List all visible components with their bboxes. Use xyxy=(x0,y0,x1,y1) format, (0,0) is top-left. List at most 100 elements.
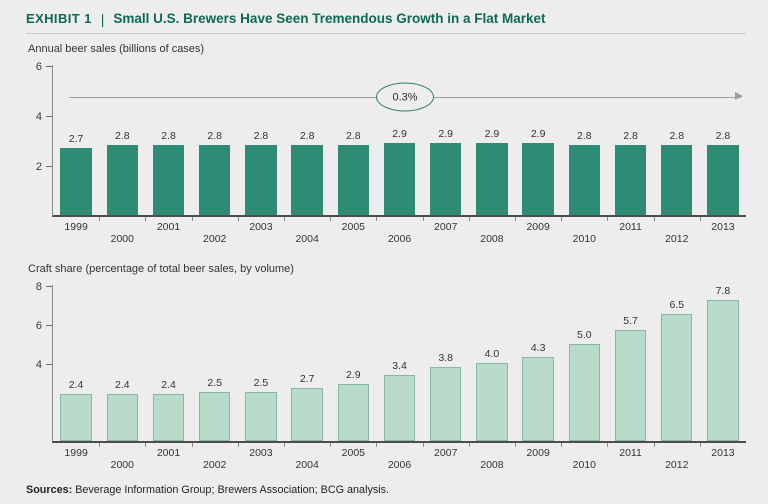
bar-column: 2.7 xyxy=(53,65,99,215)
x-tick-label: 2006 xyxy=(376,217,422,249)
bar xyxy=(199,145,231,215)
bar-value-label: 5.7 xyxy=(623,314,638,327)
bar xyxy=(337,384,370,441)
bar-column: 2.9 xyxy=(330,285,376,441)
bar xyxy=(568,145,601,215)
bar xyxy=(383,374,416,441)
x-tick-label: 1999 xyxy=(64,221,88,233)
bar xyxy=(430,142,462,215)
bar-value-label: 2.8 xyxy=(346,130,361,142)
bar xyxy=(337,145,370,215)
plot: 2 4 6 2.7 2.8 2.8 2.8 2.8 2.8 2.8 2.9 2.9 2.9 2.9 2.8… xyxy=(26,61,746,217)
bar xyxy=(152,145,185,215)
bar xyxy=(614,329,647,441)
y-tick-label: 2 xyxy=(35,161,42,173)
bar xyxy=(199,392,231,441)
trend-arrow: 0.3% xyxy=(69,82,743,112)
bar-column: 2.5 xyxy=(238,285,284,441)
y-tick-label: 8 xyxy=(35,281,42,293)
x-tick-label: 2009 xyxy=(515,443,561,475)
y-tick-mark xyxy=(46,364,52,365)
bar-column: 7.8 xyxy=(700,285,746,441)
bar-column: 2.8 xyxy=(238,65,284,215)
bar-value-label: 2.9 xyxy=(346,369,361,382)
x-axis-labels: 1999 2000 2001 2002 2003 2004 2005 2006 2007 2008… xyxy=(53,443,746,475)
annual-beer-sales-chart: Annual beer sales (billions of cases) 2 4… xyxy=(26,43,746,249)
x-tick-label: 2010 xyxy=(561,217,607,249)
x-tick-label: 2003 xyxy=(237,443,284,475)
bar-column: 2.8 xyxy=(284,65,330,215)
bar-column: 5.7 xyxy=(607,285,653,441)
bar-value-label: 2.7 xyxy=(299,373,315,386)
plot-area: 2.4 2.4 2.4 2.5 2.5 2.7 2.9 3.4 3.8 4.0 4.3 5.0 5.7 6… xyxy=(52,285,746,443)
plot-area: 2.7 2.8 2.8 2.8 2.8 2.8 2.8 2.9 2.9 2.9 2.9 2.8 2.8 2… xyxy=(52,65,746,217)
bar-column: 2.8 xyxy=(654,65,700,215)
y-tick-mark xyxy=(46,325,52,326)
bar-column: 4.3 xyxy=(515,285,561,441)
x-tick-label: 2012 xyxy=(653,217,700,249)
bar xyxy=(245,145,277,215)
x-tick-label: 2002 xyxy=(191,217,238,249)
growth-rate-annotation: 0.3% xyxy=(376,82,434,112)
bar xyxy=(245,392,277,441)
bar-value-label: 2.8 xyxy=(669,130,685,142)
bar-value-label: 7.8 xyxy=(715,285,731,297)
bar-value-label: 2.8 xyxy=(253,130,269,142)
bar-value-label: 2.9 xyxy=(392,127,407,140)
y-tick-mark xyxy=(46,286,52,287)
bar-value-label: 2.5 xyxy=(253,377,269,390)
exhibit-header: EXHIBIT 1 | Small U.S. Brewers Have Seen… xyxy=(26,10,746,34)
bar-value-label: 4.3 xyxy=(530,342,546,355)
bar-value-label: 2.8 xyxy=(115,130,130,142)
x-tick-label: 2013 xyxy=(699,217,746,249)
bar xyxy=(60,147,92,215)
bar-column: 3.4 xyxy=(376,285,422,441)
bar-column: 2.8 xyxy=(99,65,145,215)
x-tick-label: 2000 xyxy=(99,443,145,475)
x-tick-label: 2000 xyxy=(99,217,145,249)
x-tick-label: 2008 xyxy=(468,443,515,475)
bar-column: 2.8 xyxy=(145,65,191,215)
bar xyxy=(707,145,739,215)
y-tick-label: 6 xyxy=(35,61,42,73)
bar-column: 2.8 xyxy=(330,65,376,215)
bar-column: 2.9 xyxy=(423,65,469,215)
chart-subtitle-craft-share: Craft share (percentage of total beer sa… xyxy=(28,263,294,275)
x-tick-label: 2007 xyxy=(422,443,469,475)
bar xyxy=(291,388,323,441)
bar-value-label: 3.4 xyxy=(392,359,407,372)
x-tick-label: 2002 xyxy=(191,443,238,475)
sources-text: Beverage Information Group; Brewers Asso… xyxy=(72,484,390,496)
x-axis-labels: 1999 2000 2001 2002 2003 2004 2005 2006 2007 2008… xyxy=(53,217,746,249)
bar-value-label: 5.0 xyxy=(577,328,592,341)
y-tick-mark xyxy=(46,116,52,117)
x-tick-label: 2004 xyxy=(284,443,330,475)
bar-column: 2.9 xyxy=(376,65,422,215)
bar-value-label: 2.9 xyxy=(484,127,500,140)
x-tick-label: 1999 xyxy=(64,447,88,459)
bar-value-label: 6.5 xyxy=(669,299,685,312)
bar-column: 2.9 xyxy=(515,65,561,215)
bar-column: 2.7 xyxy=(284,285,330,441)
y-tick-mark xyxy=(46,166,52,167)
bar-value-label: 2.8 xyxy=(299,130,315,142)
y-axis: 4 6 8 xyxy=(26,281,52,443)
bar-value-label: 2.8 xyxy=(623,130,638,142)
x-tick-label: 2011 xyxy=(607,443,653,475)
bar-column: 5.0 xyxy=(561,285,607,441)
x-tick-label: 2007 xyxy=(422,217,469,249)
bar-column: 2.4 xyxy=(145,285,191,441)
bar xyxy=(291,145,323,215)
x-tick-label: 2012 xyxy=(653,443,700,475)
bar xyxy=(106,145,138,215)
x-tick-label: 2013 xyxy=(699,443,746,475)
y-tick-label: 6 xyxy=(35,320,42,332)
sources-label: Sources: xyxy=(26,484,73,496)
bar-value-label: 2.9 xyxy=(438,127,454,140)
bar-value-label: 2.4 xyxy=(161,379,176,392)
bar xyxy=(152,394,185,441)
x-tick-label: 2003 xyxy=(237,217,284,249)
bar-value-label: 4.0 xyxy=(484,348,500,360)
bar-value-label: 3.8 xyxy=(438,351,454,364)
